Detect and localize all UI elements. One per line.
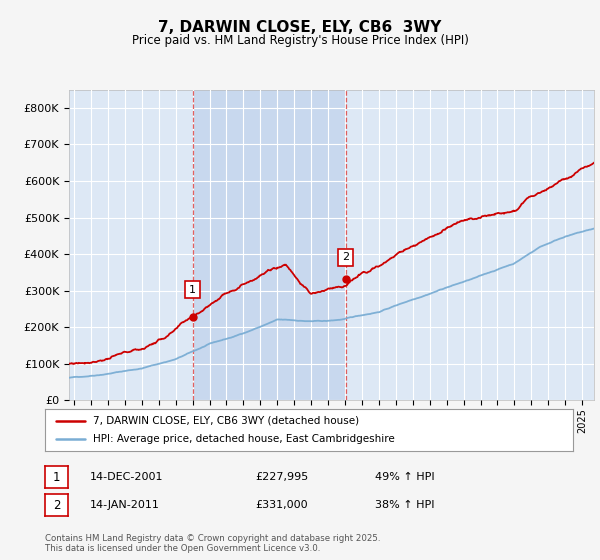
Text: £227,995: £227,995 [255,472,308,482]
Text: 7, DARWIN CLOSE, ELY, CB6 3WY (detached house): 7, DARWIN CLOSE, ELY, CB6 3WY (detached … [92,416,359,426]
Text: 38% ↑ HPI: 38% ↑ HPI [375,500,434,510]
Text: 2: 2 [53,498,60,512]
Text: 7, DARWIN CLOSE, ELY, CB6  3WY: 7, DARWIN CLOSE, ELY, CB6 3WY [158,20,442,35]
Text: Price paid vs. HM Land Registry's House Price Index (HPI): Price paid vs. HM Land Registry's House … [131,34,469,46]
Bar [193,90,346,400]
Text: HPI: Average price, detached house, East Cambridgeshire: HPI: Average price, detached house, East… [92,434,394,444]
Text: 14-JAN-2011: 14-JAN-2011 [90,500,160,510]
Text: 1: 1 [53,470,60,484]
Text: 14-DEC-2001: 14-DEC-2001 [90,472,163,482]
Text: 2: 2 [343,253,349,263]
Text: £331,000: £331,000 [255,500,308,510]
Text: 1: 1 [189,284,196,295]
Text: Contains HM Land Registry data © Crown copyright and database right 2025.
This d: Contains HM Land Registry data © Crown c… [45,534,380,553]
Text: 49% ↑ HPI: 49% ↑ HPI [375,472,434,482]
